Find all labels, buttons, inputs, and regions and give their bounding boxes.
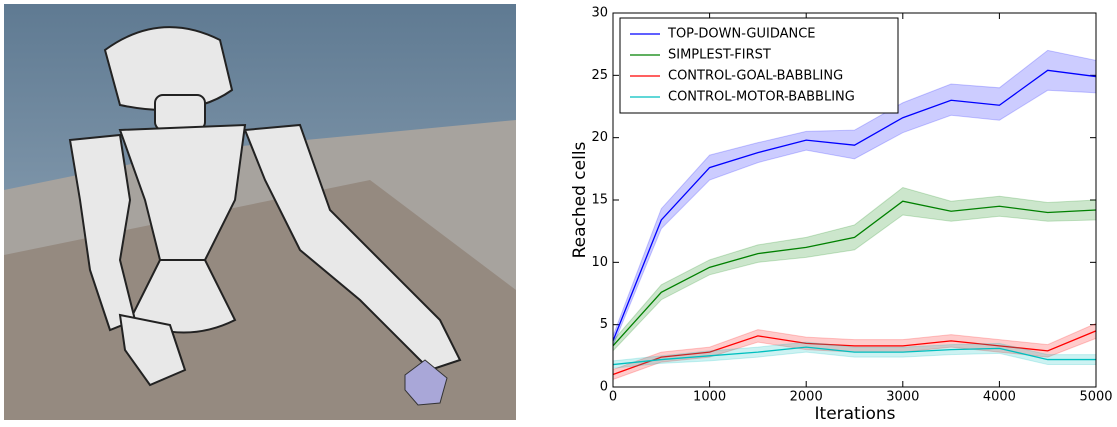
x-tick-label: 0 bbox=[609, 390, 617, 405]
chart: Iterations Reached cells 0 5 10 15 20 25 30 0 10… bbox=[570, 6, 1113, 424]
x-tick-label: 1000 bbox=[693, 390, 726, 405]
legend: TOP-DOWN-GUIDANCE SIMPLEST-FIRST CONTROL-G… bbox=[620, 18, 898, 113]
y-tick-label: 5 bbox=[600, 317, 608, 332]
y-tick-label: 30 bbox=[591, 6, 608, 21]
confidence-band bbox=[613, 188, 1096, 351]
y-tick-label: 15 bbox=[591, 193, 608, 208]
y-tick-label: 25 bbox=[591, 68, 608, 83]
legend-label: SIMPLEST-FIRST bbox=[668, 48, 771, 63]
page: {"chart_data": {"type": "line", "x_label… bbox=[0, 0, 1117, 423]
x-tick-label: 3000 bbox=[886, 390, 919, 405]
x-tick-label: 5000 bbox=[1079, 390, 1112, 405]
figure: Iterations Reached cells 0 5 10 15 20 25 30 0 10… bbox=[0, 0, 1117, 423]
y-tick-label: 10 bbox=[591, 255, 608, 270]
x-tick-label: 4000 bbox=[983, 390, 1016, 405]
legend-label: CONTROL-GOAL-BABBLING bbox=[668, 69, 843, 84]
legend-label: TOP-DOWN-GUIDANCE bbox=[667, 27, 816, 42]
y-axis-label: Reached cells bbox=[570, 141, 590, 258]
x-axis-label: Iterations bbox=[815, 404, 896, 423]
y-tick-label: 20 bbox=[591, 130, 608, 145]
robot-neck bbox=[155, 95, 205, 130]
legend-label: CONTROL-MOTOR-BABBLING bbox=[668, 90, 855, 105]
y-tick-label: 0 bbox=[600, 380, 608, 395]
robot-render bbox=[4, 4, 516, 420]
x-tick-label: 2000 bbox=[790, 390, 823, 405]
